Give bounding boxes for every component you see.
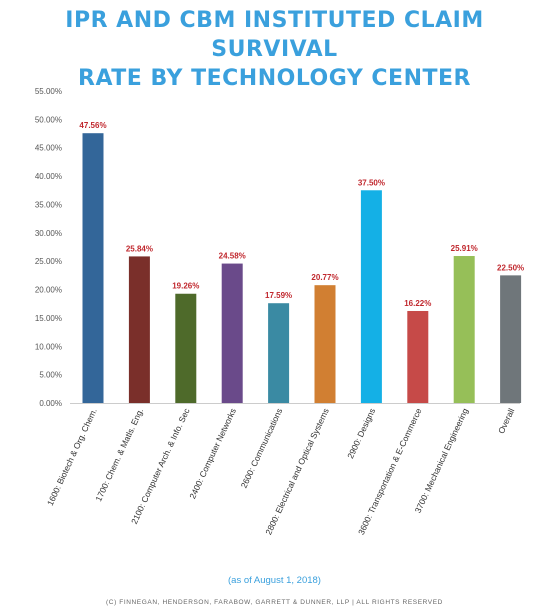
data-label: 25.91% [451, 244, 478, 253]
chart-title: IPR AND CBM INSTITUTED CLAIM SURVIVAL RA… [0, 6, 549, 93]
y-axis: 0.00% 5.00% 10.00% 15.00% 20.00% 25.00% 30.00%… [35, 87, 62, 408]
data-label: 22.50% [497, 263, 524, 272]
copyright-notice: (C) FINNEGAN, HENDERSON, FARABOW, GARRET… [106, 599, 443, 606]
bar [128, 256, 150, 403]
y-tick-label: 35.00% [35, 200, 62, 209]
x-axis: 1600: Biotech & Org. Chem.1700: Chem. & … [45, 403, 520, 536]
y-tick-label: 5.00% [39, 371, 62, 380]
y-tick-label: 15.00% [35, 314, 62, 323]
data-label: 17.59% [265, 291, 292, 300]
y-tick-label: 0.00% [39, 399, 62, 408]
bar [360, 190, 382, 403]
data-label: 47.56% [79, 121, 106, 130]
y-tick-label: 55.00% [35, 87, 62, 96]
x-tick-label: Overall [496, 407, 516, 436]
bar [407, 310, 429, 403]
y-tick-label: 50.00% [35, 115, 62, 124]
bar [453, 256, 475, 403]
y-tick-label: 30.00% [35, 229, 62, 238]
bar [221, 263, 243, 403]
x-tick-label: 2400: Computer Networks [187, 407, 238, 501]
data-label: 37.50% [358, 178, 385, 187]
chart-title-line-1: IPR AND CBM INSTITUTED CLAIM SURVIVAL [65, 8, 484, 62]
bar [268, 303, 290, 403]
bar [82, 133, 104, 404]
bar [314, 285, 336, 403]
data-label: 16.22% [404, 299, 431, 308]
x-tick-label: 1700: Chem. & Matls. Eng. [93, 407, 145, 503]
data-labels: 47.56% 25.84% 19.26% 24.58% 17.59% 20.77% 37.5… [79, 121, 524, 308]
x-tick-label: 2900: Designs [345, 407, 377, 460]
chart-title-line-2: RATE BY TECHNOLOGY CENTER [78, 66, 471, 91]
data-label: 25.84% [126, 244, 153, 253]
x-tick-label: 2600: Communications [239, 407, 285, 490]
as-of-note: (as of August 1, 2018) [228, 575, 321, 586]
bar [175, 293, 197, 403]
y-tick-label: 10.00% [35, 342, 62, 351]
y-tick-label: 40.00% [35, 172, 62, 181]
x-tick-label: 1600: Biotech & Org. Chem. [45, 407, 99, 508]
bar [500, 275, 522, 403]
data-label: 24.58% [219, 252, 246, 261]
x-tick-label: 3700: Mechanical Engineering [413, 406, 471, 514]
bars [82, 133, 522, 404]
y-tick-label: 20.00% [35, 286, 62, 295]
data-label: 20.77% [311, 273, 338, 282]
data-label: 19.26% [172, 282, 199, 291]
y-tick-label: 25.00% [35, 257, 62, 266]
y-tick-label: 45.00% [35, 144, 62, 153]
